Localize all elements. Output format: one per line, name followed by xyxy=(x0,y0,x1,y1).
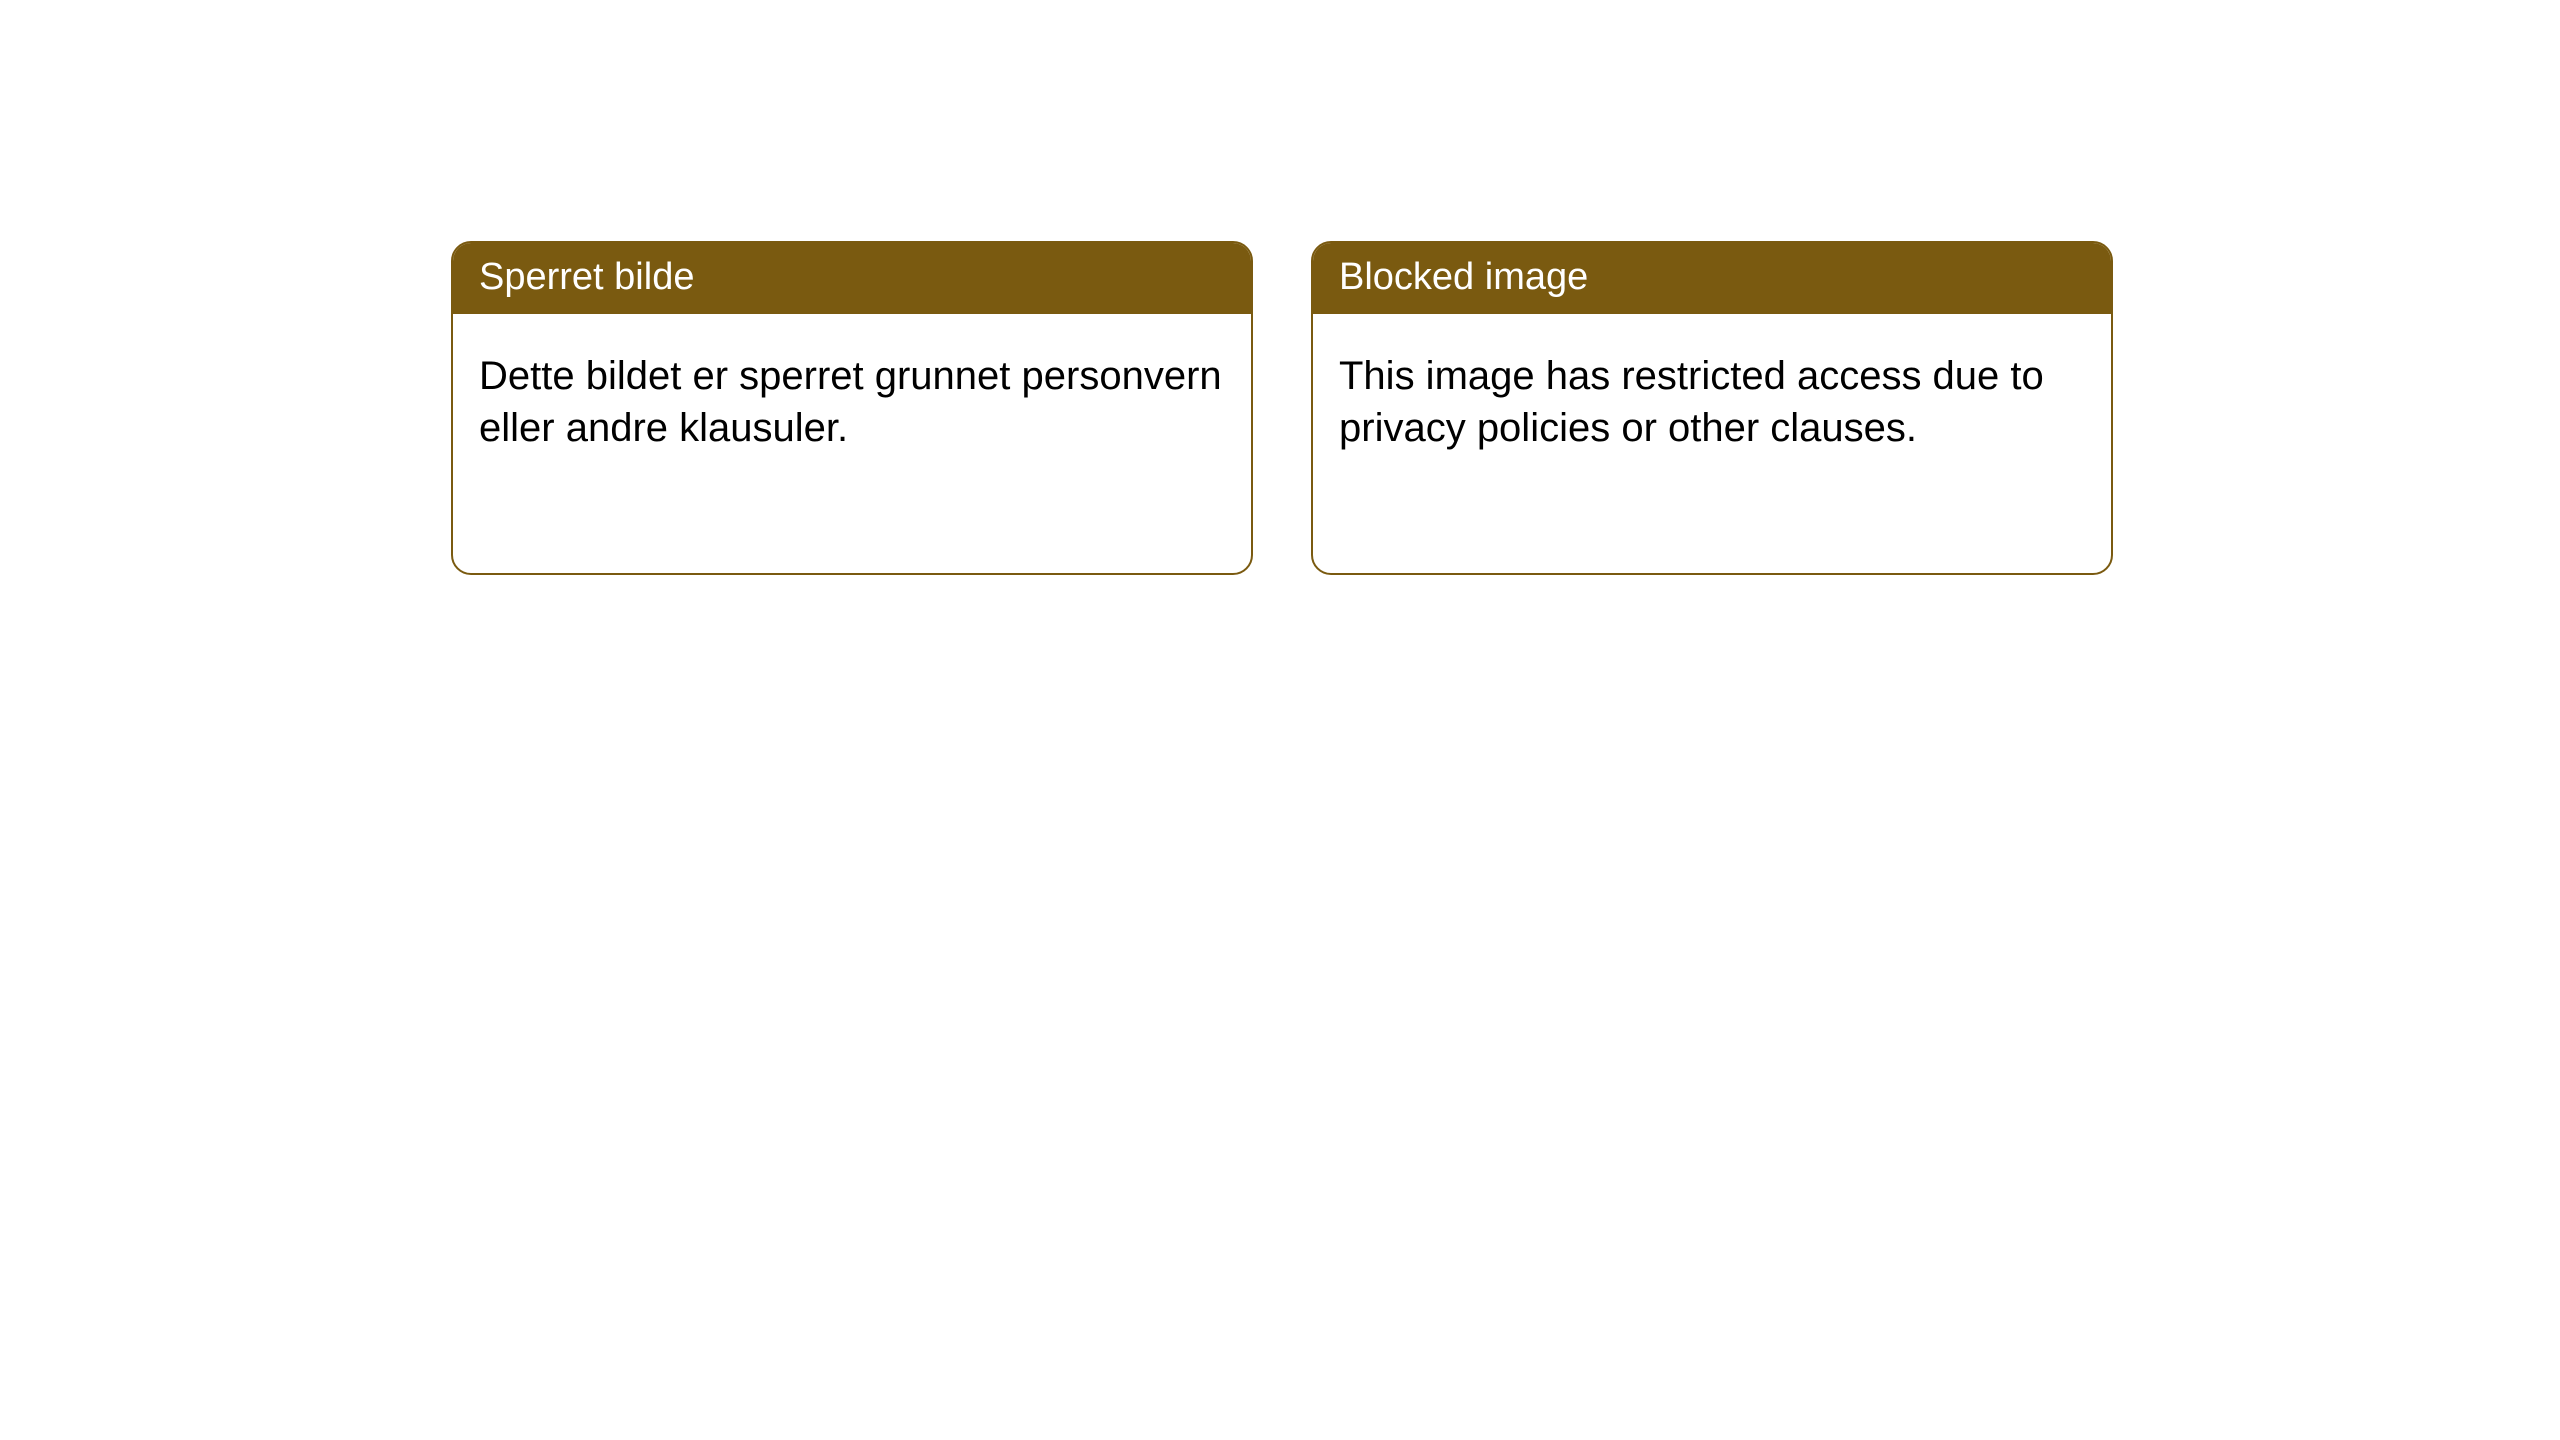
notice-message-norwegian: Dette bildet er sperret grunnet personve… xyxy=(479,354,1222,450)
notice-card-english: Blocked image This image has restricted … xyxy=(1311,241,2113,575)
notice-body-english: This image has restricted access due to … xyxy=(1313,314,2111,474)
notice-container: Sperret bilde Dette bildet er sperret gr… xyxy=(0,0,2560,575)
notice-card-norwegian: Sperret bilde Dette bildet er sperret gr… xyxy=(451,241,1253,575)
notice-body-norwegian: Dette bildet er sperret grunnet personve… xyxy=(453,314,1251,474)
notice-header-norwegian: Sperret bilde xyxy=(453,243,1251,314)
notice-header-english: Blocked image xyxy=(1313,243,2111,314)
notice-message-english: This image has restricted access due to … xyxy=(1339,354,2044,450)
notice-title-norwegian: Sperret bilde xyxy=(479,256,694,298)
notice-title-english: Blocked image xyxy=(1339,256,1588,298)
